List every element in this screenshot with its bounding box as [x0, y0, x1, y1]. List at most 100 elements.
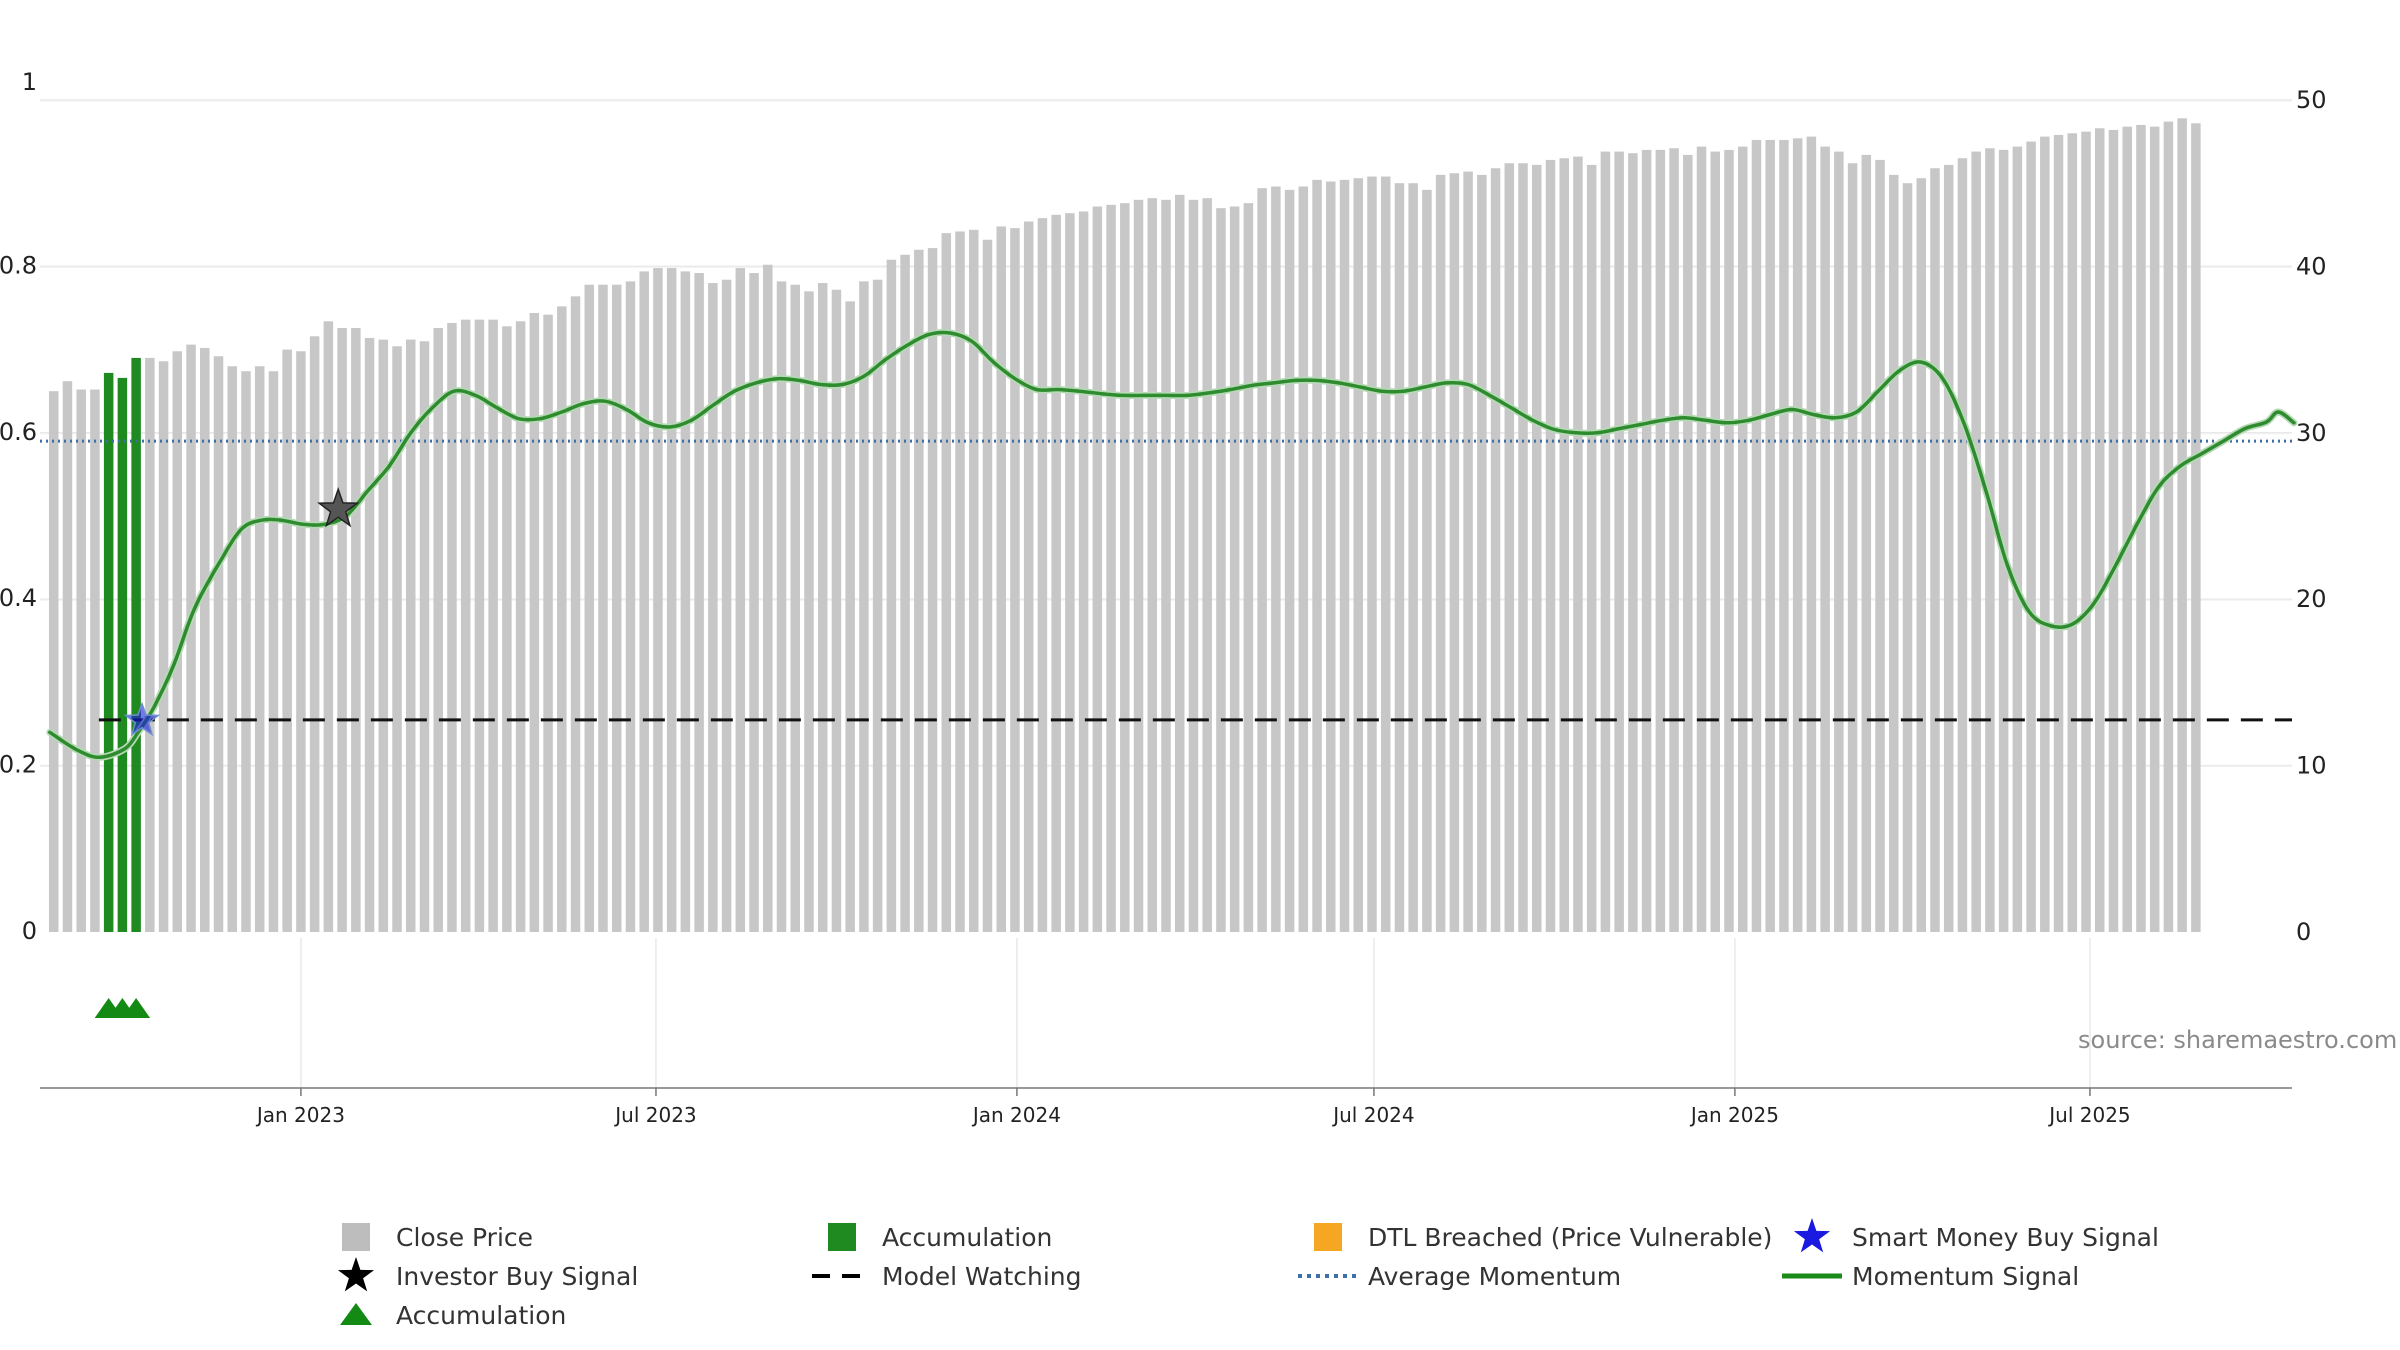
close-price-bar: [433, 327, 443, 932]
legend-label: Accumulation: [882, 1223, 1052, 1252]
close-price-bar: [1326, 181, 1336, 932]
accumulation-bar: [131, 357, 141, 932]
close-price-bar: [1518, 163, 1528, 932]
close-price-bar: [1339, 179, 1350, 932]
close-price-bar: [611, 284, 622, 933]
close-price-bar: [955, 231, 965, 932]
close-price-bar: [1367, 176, 1377, 932]
legend-item: Close Price: [342, 1223, 533, 1252]
x-tick-label: Jul 2025: [2047, 1103, 2130, 1127]
x-tick-label: Jan 2024: [971, 1103, 1061, 1127]
close-price-bar: [1106, 204, 1116, 932]
close-price-bar: [831, 289, 842, 932]
close-price-bar: [2012, 146, 2023, 933]
close-price-bar: [1023, 221, 1034, 933]
close-price-bar: [584, 284, 595, 933]
close-price-bar: [447, 322, 457, 932]
y-right-tick-label: 40: [2296, 252, 2327, 280]
close-price-bar: [1504, 163, 1515, 932]
close-price-bar: [598, 284, 608, 933]
close-price-bar: [172, 351, 183, 932]
close-price-bar: [1765, 139, 1775, 932]
close-price-bar: [515, 321, 526, 932]
close-price-bar: [639, 271, 649, 933]
legend: Close Price Accumulation DTL Breached (Pri…: [337, 1218, 2159, 1330]
close-price-bar: [1243, 203, 1254, 933]
close-price-bar: [62, 381, 73, 932]
close-price-bar: [2067, 133, 2078, 932]
close-price-bar: [76, 389, 86, 932]
close-price-bar: [1641, 149, 1652, 933]
accumulation-bar: [117, 377, 128, 932]
legend-label: Smart Money Buy Signal: [1852, 1223, 2159, 1252]
close-price-bar: [378, 339, 389, 933]
close-price-bar: [2026, 141, 2036, 933]
close-price-bar: [1779, 139, 1789, 932]
close-price-bar: [1559, 158, 1569, 933]
close-price-bar: [1614, 151, 1624, 933]
close-price-bar: [254, 366, 265, 932]
close-price-bar: [927, 248, 938, 932]
close-price-bar: [859, 281, 869, 933]
close-price-bar: [1408, 183, 1418, 932]
legend-item: DTL Breached (Price Vulnerable): [1314, 1223, 1772, 1252]
legend-triangle-icon: [340, 1303, 372, 1325]
close-price-bar: [1188, 199, 1199, 933]
close-price-bar: [90, 389, 100, 932]
legend-item: Model Watching: [812, 1262, 1082, 1291]
close-price-bar: [2177, 118, 2187, 932]
close-price-bar: [1133, 199, 1144, 933]
close-price-bar: [900, 254, 910, 932]
close-price-bar: [1573, 156, 1583, 933]
close-price-bar: [1943, 164, 1954, 932]
y-right-tick-label: 10: [2296, 752, 2327, 780]
close-price-bar: [2040, 136, 2050, 932]
close-price-bar: [1449, 173, 1460, 932]
close-price-bar: [1834, 151, 1844, 933]
close-price-bar: [1586, 164, 1597, 932]
close-price-bar: [735, 268, 746, 933]
close-price-bar: [1312, 179, 1322, 932]
close-price-bar: [474, 319, 485, 932]
close-price-bar: [721, 279, 732, 932]
close-price-bar: [790, 284, 800, 933]
close-price-bar: [557, 306, 567, 932]
accumulation-bar: [103, 372, 114, 932]
legend-item: Average Momentum: [1298, 1262, 1621, 1291]
close-price-bar: [1298, 186, 1309, 932]
close-price-bar: [776, 281, 787, 933]
close-price-bar: [2136, 124, 2146, 932]
close-price-bar: [268, 371, 279, 932]
close-price-bar: [1628, 153, 1638, 933]
close-price-bar: [1161, 199, 1171, 933]
legend-item: Accumulation: [828, 1223, 1052, 1252]
close-price-bar: [1257, 188, 1267, 932]
close-price-bar: [1985, 148, 1995, 933]
x-tick-label: Jan 2023: [255, 1103, 345, 1127]
x-tick-label: Jul 2024: [1331, 1103, 1414, 1127]
close-price-bar: [886, 259, 897, 932]
close-price-bar: [351, 327, 361, 932]
close-price-bar: [419, 341, 430, 932]
y-right-tick-label: 0: [2296, 918, 2311, 946]
close-price-bar: [1889, 174, 1899, 932]
markers-layer: [94, 487, 360, 1018]
close-price-bar: [282, 349, 292, 933]
close-price-bar: [708, 283, 718, 932]
close-price-bar: [364, 337, 375, 932]
legend-square-icon: [828, 1223, 856, 1251]
close-price-bar: [1463, 171, 1473, 932]
close-price-bar: [872, 279, 883, 932]
close-price-bar: [529, 312, 540, 932]
bars-layer: [48, 118, 2201, 933]
source-label: source: sharemaestro.com: [2078, 1026, 2397, 1054]
close-price-bar: [969, 229, 979, 933]
close-price-bar: [1147, 198, 1158, 932]
close-price-bar: [1724, 149, 1734, 933]
legend-item: Momentum Signal: [1782, 1262, 2079, 1291]
close-price-bar: [392, 346, 402, 933]
close-price-bar: [1422, 189, 1432, 932]
close-price-bar: [1380, 176, 1391, 932]
close-price-bar: [2122, 126, 2132, 932]
